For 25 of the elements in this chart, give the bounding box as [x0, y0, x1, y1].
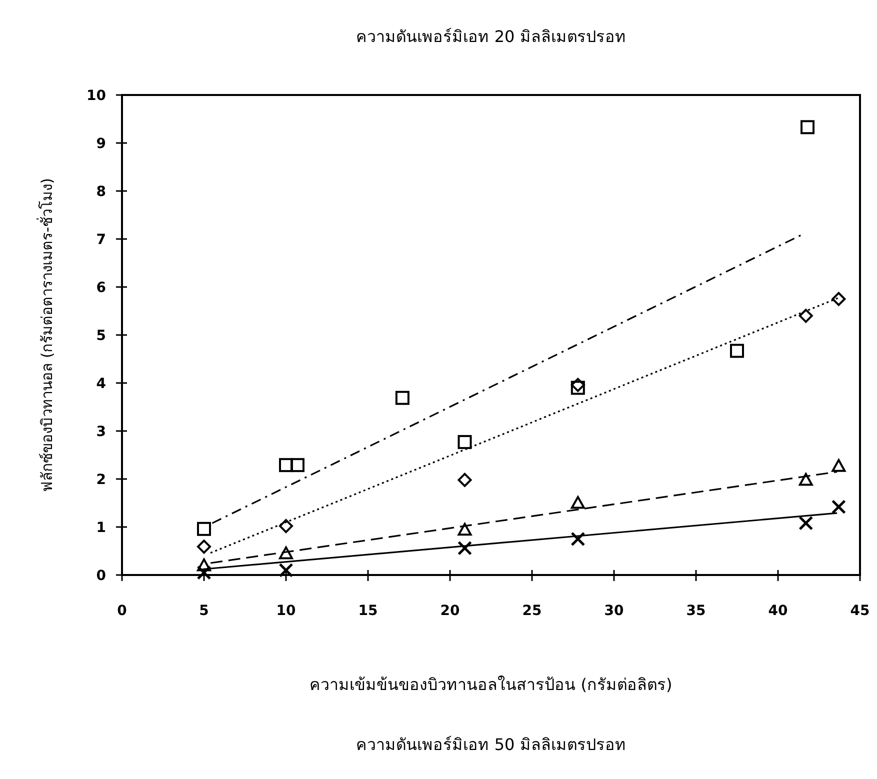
y-tick-label: 6 [96, 280, 106, 296]
y-tick-label: 0 [96, 568, 106, 584]
y-axis-title: ฟลักซ์ของบิวทานอล (กรัมต่อตารางเมตร-ชั่วโมง) [36, 178, 56, 492]
x-tick-label: 20 [440, 603, 460, 619]
x-axis-title: ความเข้มข้นของบิวทานอลในสารป้อน (กรัมต่อลิตร) [310, 675, 672, 694]
y-tick-label: 10 [86, 88, 106, 104]
y-tick-label: 2 [96, 472, 106, 488]
y-tick-label: 5 [96, 328, 106, 344]
y-tick-label: 7 [96, 232, 106, 248]
y-tick-label: 4 [96, 376, 106, 392]
y-tick-label: 9 [96, 136, 106, 152]
chart-title: ความดันเพอร์มิเอท 20 มิลลิเมตรปรอท [356, 27, 626, 46]
x-tick-label: 10 [276, 603, 296, 619]
x-tick-label: 30 [604, 603, 624, 619]
y-tick-label: 1 [96, 520, 106, 536]
y-tick-label: 8 [96, 184, 106, 200]
x-tick-label: 0 [117, 603, 128, 619]
y-tick-label: 3 [96, 424, 106, 440]
text: ความดันเพอร์มิเอท 50 มิลลิเมตรปรอท [356, 735, 626, 754]
x-tick-label: 45 [850, 603, 870, 619]
x-tick-label: 35 [686, 603, 706, 619]
x-tick-label: 15 [358, 603, 378, 619]
x-tick-label: 5 [199, 603, 209, 619]
x-tick-label: 40 [768, 603, 788, 619]
x-tick-label: 25 [522, 603, 542, 619]
